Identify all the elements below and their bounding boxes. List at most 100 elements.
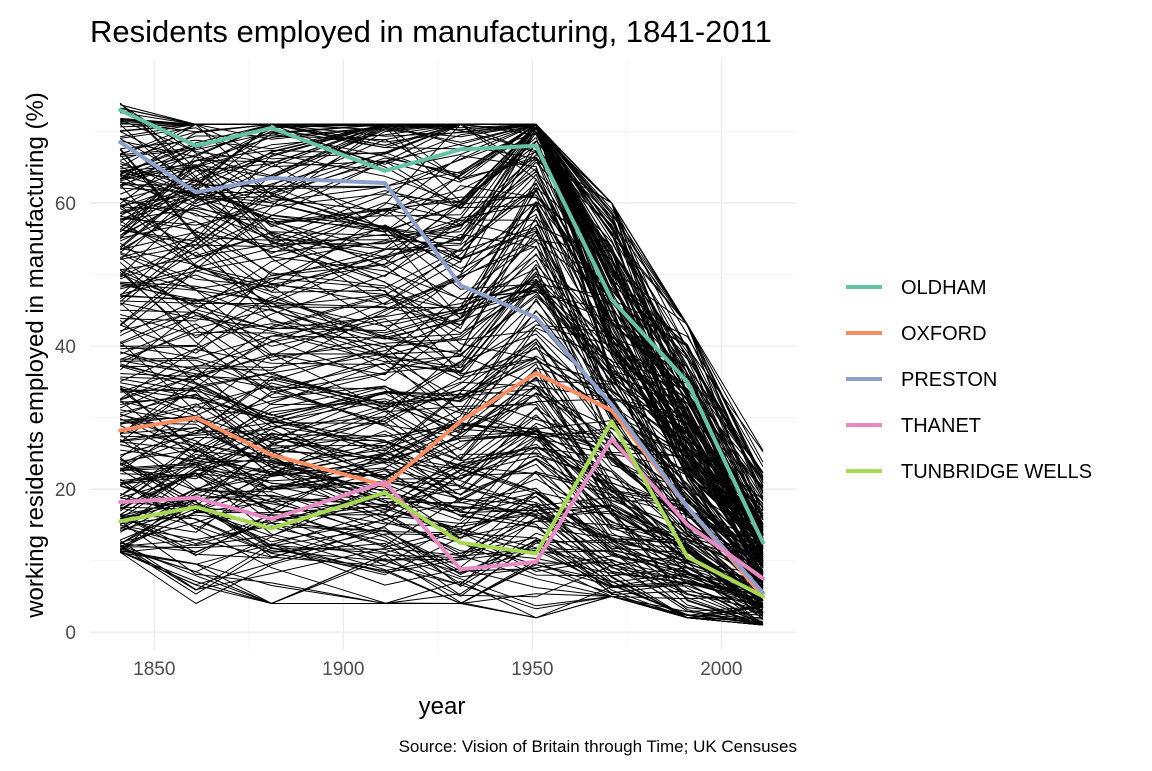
- background-series-line: [120, 327, 764, 588]
- x-tick-label: 1950: [511, 659, 553, 680]
- background-series-line: [120, 168, 764, 568]
- background-series-line: [120, 505, 764, 619]
- y-tick-label: 60: [55, 194, 76, 215]
- background-series-line: [120, 151, 764, 539]
- legend-label-thanet: THANET: [901, 415, 981, 437]
- background-series-line: [120, 330, 764, 556]
- background-series-line: [120, 381, 764, 555]
- background-series-line: [120, 126, 764, 486]
- background-series-line: [120, 280, 764, 561]
- background-series-line: [120, 472, 764, 626]
- background-series-line: [119, 156, 764, 535]
- background-series-line: [120, 245, 764, 548]
- background-series: [119, 102, 764, 626]
- background-series-line: [120, 458, 764, 595]
- background-series-line: [120, 123, 764, 527]
- background-series-line: [120, 170, 764, 525]
- background-series-line: [119, 123, 764, 528]
- background-series-line: [119, 406, 764, 582]
- series-line-thanet: [118, 437, 765, 581]
- y-tick-label: 0: [65, 623, 76, 644]
- x-axis-label: year: [419, 693, 466, 720]
- background-series-line: [120, 282, 764, 520]
- background-series-line: [120, 473, 764, 591]
- background-series-line: [120, 136, 764, 536]
- background-series-line: [120, 367, 764, 527]
- background-series-line: [120, 233, 764, 505]
- y-axis-ticks: 0 20 40 60: [55, 194, 76, 644]
- background-series-line: [119, 262, 764, 573]
- legend: OLDHAM OXFORD PRESTON THANET TUNBRIDGE WELLS: [846, 277, 1092, 483]
- background-series-line: [120, 483, 764, 626]
- background-series-line: [119, 429, 764, 579]
- background-series-line: [119, 302, 764, 604]
- x-axis-ticks: 1850 1900 1950 2000: [133, 659, 742, 680]
- background-series-line: [120, 360, 764, 588]
- legend-label-tunbridge-wells: TUNBRIDGE WELLS: [901, 461, 1092, 483]
- background-series-line: [120, 351, 764, 601]
- background-series-line: [119, 184, 764, 578]
- background-series-line: [119, 154, 764, 504]
- background-series-line: [120, 323, 764, 574]
- background-series-line: [119, 472, 764, 614]
- series-line-tunbridge-wells: [118, 419, 765, 599]
- legend-label-preston: PRESTON: [901, 369, 997, 391]
- x-tick-label: 1850: [133, 659, 175, 680]
- background-series-line: [119, 140, 764, 531]
- legend-label-oxford: OXFORD: [901, 323, 987, 345]
- background-series-line: [120, 491, 764, 609]
- legend-label-oldham: OLDHAM: [901, 277, 987, 299]
- background-series-line: [119, 324, 764, 549]
- background-series-line: [120, 494, 764, 588]
- background-series-line: [119, 505, 764, 595]
- x-tick-label: 2000: [700, 659, 742, 680]
- chart-caption: Source: Vision of Britain through Time; …: [399, 737, 797, 756]
- background-series-line: [120, 338, 764, 602]
- y-tick-label: 40: [55, 337, 76, 358]
- background-series-line: [120, 393, 764, 575]
- background-series-line: [120, 400, 764, 593]
- x-tick-label: 1900: [322, 659, 364, 680]
- highlight-series: [118, 108, 765, 599]
- background-series-line: [119, 242, 764, 572]
- background-series-line: [120, 227, 764, 583]
- background-series-line: [119, 430, 764, 606]
- background-series-line: [120, 104, 764, 529]
- background-series-line: [119, 425, 764, 612]
- background-series-line: [120, 470, 764, 598]
- background-series-line: [119, 358, 764, 571]
- background-series-line: [120, 314, 764, 581]
- background-series-line: [120, 436, 764, 616]
- background-series-line: [120, 268, 764, 592]
- background-series-line: [119, 123, 764, 541]
- background-series-line: [119, 102, 764, 492]
- background-series-line: [120, 196, 764, 595]
- background-series-line: [120, 472, 764, 593]
- background-series-line: [120, 219, 764, 558]
- y-tick-label: 20: [55, 480, 76, 501]
- background-series-line: [119, 189, 764, 541]
- background-series-line: [120, 413, 764, 567]
- background-series-line: [119, 126, 764, 545]
- y-axis-label: working residents employed in manufactur…: [22, 92, 49, 619]
- background-series-line: [119, 171, 764, 566]
- chart-title: Residents employed in manufacturing, 184…: [90, 14, 772, 49]
- background-series-line: [119, 438, 764, 626]
- background-series-line: [119, 253, 764, 554]
- background-series-line: [119, 123, 764, 587]
- background-series-line: [120, 408, 764, 561]
- background-series-line: [120, 155, 764, 473]
- background-series-line: [120, 540, 764, 624]
- background-series-line: [120, 240, 764, 549]
- background-series-line: [120, 271, 764, 581]
- background-series-line: [120, 468, 764, 609]
- background-series-line: [120, 346, 764, 539]
- background-series-line: [119, 458, 764, 626]
- series-line-preston: [118, 140, 765, 595]
- background-series-line: [119, 543, 764, 591]
- background-series-line: [120, 514, 764, 616]
- series-line-oldham: [118, 108, 765, 545]
- background-series-line: [120, 370, 764, 517]
